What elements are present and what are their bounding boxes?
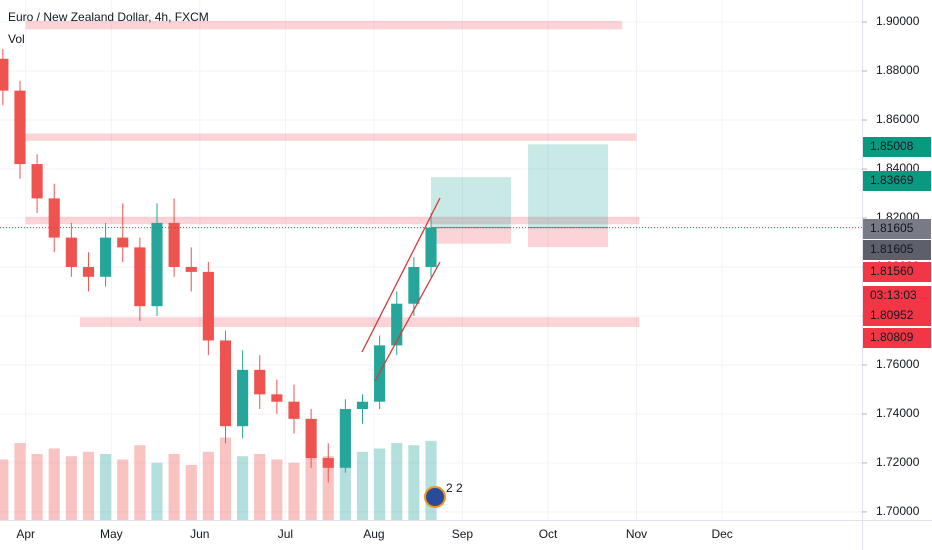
x-tick-label: Jul bbox=[278, 527, 293, 541]
candle-body bbox=[202, 271, 214, 341]
volume-bar bbox=[82, 451, 95, 520]
volume-bar bbox=[391, 443, 403, 520]
volume-bar bbox=[0, 459, 9, 520]
x-tick-label: Nov bbox=[626, 527, 647, 541]
x-tick-label: May bbox=[100, 527, 123, 541]
channel-lower bbox=[374, 261, 441, 382]
volume-bar bbox=[305, 454, 317, 520]
price-label: 03:13:03 bbox=[870, 288, 917, 302]
stop-area bbox=[528, 227, 608, 248]
candle-body bbox=[31, 164, 43, 199]
volume-bar bbox=[134, 445, 146, 520]
y-tick-label: 1.86000 bbox=[876, 112, 920, 126]
volume-bar bbox=[48, 448, 60, 520]
chart-title: Euro / New Zealand Dollar, 4h, FXCM bbox=[8, 10, 209, 24]
candle-body bbox=[408, 266, 420, 304]
volume-bar bbox=[408, 445, 420, 520]
candle-body bbox=[151, 222, 163, 307]
volume-bar bbox=[65, 456, 77, 520]
x-tick-label: Apr bbox=[16, 527, 35, 541]
channel-upper bbox=[361, 197, 441, 353]
zone bbox=[25, 133, 637, 141]
candle-body bbox=[14, 90, 26, 165]
volume-bar bbox=[254, 454, 266, 520]
candle-body bbox=[185, 266, 197, 272]
x-tick-label: Jun bbox=[190, 527, 209, 541]
x-tick-label: Oct bbox=[539, 527, 558, 541]
price-label-box bbox=[863, 328, 931, 348]
candle-body bbox=[82, 266, 95, 277]
candle-body bbox=[288, 401, 300, 419]
zone bbox=[25, 20, 623, 30]
y-tick-label: 1.70000 bbox=[876, 504, 920, 518]
candle-body bbox=[254, 369, 266, 395]
volume-bar bbox=[31, 454, 43, 520]
candle-body bbox=[391, 303, 403, 346]
volume-bar bbox=[202, 451, 214, 520]
candle-body bbox=[65, 237, 77, 267]
candle-body bbox=[168, 222, 180, 267]
volume-bar bbox=[237, 456, 249, 520]
volume-bar bbox=[356, 451, 369, 520]
candle-body bbox=[100, 237, 112, 277]
stop-area bbox=[431, 227, 511, 244]
volume-bar bbox=[288, 462, 300, 520]
candle-body bbox=[219, 340, 232, 427]
price-label-box bbox=[863, 286, 931, 306]
candle-body bbox=[134, 247, 146, 307]
price-label: 1.80952 bbox=[870, 308, 914, 322]
candle-body bbox=[339, 409, 351, 468]
candle-body bbox=[425, 227, 437, 267]
volume-label: Vol bbox=[8, 32, 25, 46]
candle-body bbox=[271, 394, 283, 402]
volume-bar bbox=[185, 465, 197, 520]
volume-bar bbox=[168, 454, 180, 520]
y-tick-label: 1.76000 bbox=[876, 357, 920, 371]
plot-area bbox=[0, 0, 862, 520]
volume-bar bbox=[117, 459, 129, 520]
volume-bar bbox=[151, 462, 163, 520]
event-badge: 2 2 bbox=[446, 481, 463, 495]
volume-bar bbox=[425, 440, 437, 520]
price-label-box bbox=[863, 240, 931, 260]
x-tick-label: Sep bbox=[452, 527, 474, 541]
price-label-box bbox=[863, 219, 931, 239]
candle-body bbox=[356, 401, 369, 410]
y-tick-label: 1.88000 bbox=[876, 63, 920, 77]
y-tick-label: 1.74000 bbox=[876, 406, 920, 420]
candle-body bbox=[305, 418, 317, 459]
volume-bar bbox=[322, 456, 334, 520]
volume-bar bbox=[219, 437, 232, 520]
price-label-box bbox=[863, 171, 931, 191]
volume-bar bbox=[100, 454, 112, 520]
y-tick-label: 1.72000 bbox=[876, 455, 920, 469]
zone bbox=[25, 216, 640, 225]
target-area bbox=[528, 144, 608, 228]
volume-bar bbox=[339, 459, 351, 520]
volume-bar bbox=[374, 448, 386, 520]
target-area bbox=[431, 177, 511, 228]
volume-bar bbox=[14, 443, 26, 520]
price-label: 1.83669 bbox=[870, 173, 914, 187]
price-label: 1.81560 bbox=[870, 264, 914, 278]
candle-body bbox=[237, 369, 249, 427]
price-label: 1.80809 bbox=[870, 330, 914, 344]
price-label: 1.81605 bbox=[870, 221, 914, 235]
price-label: 1.81605 bbox=[870, 242, 914, 256]
volume-bar bbox=[271, 459, 283, 520]
x-tick-label: Aug bbox=[363, 527, 384, 541]
candle-body bbox=[117, 237, 129, 248]
price-label: 1.85008 bbox=[870, 139, 914, 153]
candle-body bbox=[0, 58, 9, 91]
candle-body bbox=[322, 458, 334, 468]
event-icon[interactable] bbox=[424, 486, 446, 508]
x-tick-label: Dec bbox=[711, 527, 732, 541]
zone bbox=[79, 317, 640, 327]
price-label-box bbox=[863, 306, 931, 326]
price-label-box bbox=[863, 262, 931, 282]
candle-body bbox=[48, 198, 60, 238]
y-tick-label: 1.90000 bbox=[876, 14, 920, 28]
price-label-box bbox=[863, 137, 931, 157]
